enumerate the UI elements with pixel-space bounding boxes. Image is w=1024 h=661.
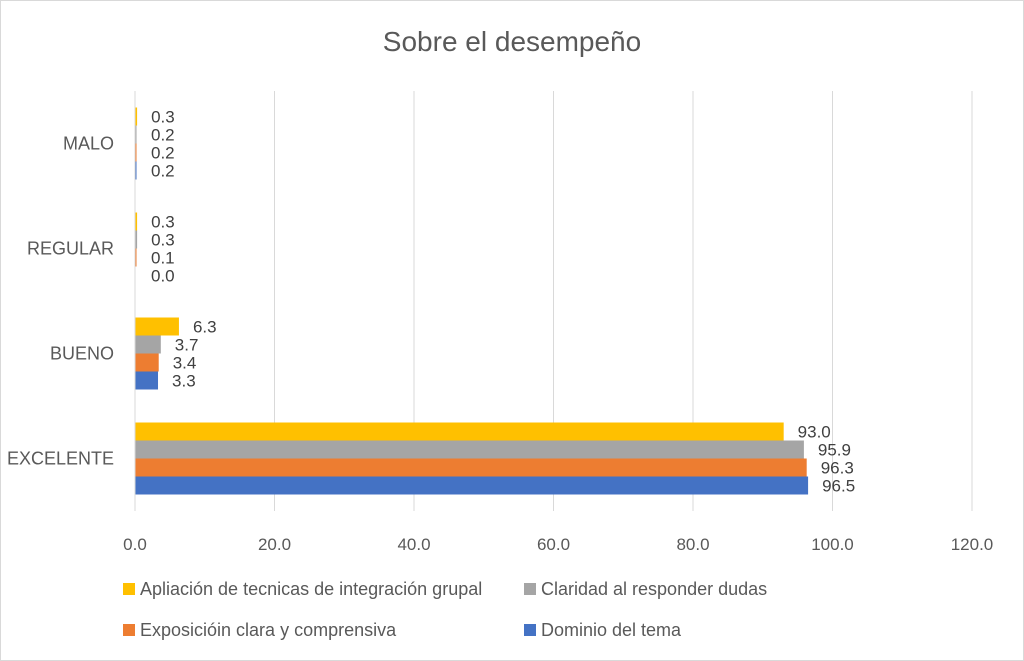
data-label: 6.3 xyxy=(193,318,217,337)
data-label: 0.3 xyxy=(151,213,175,232)
bar-claridad-al-responder-dudas-malo xyxy=(135,125,137,144)
x-tick-label: 40.0 xyxy=(397,535,430,554)
legend-swatch xyxy=(123,583,135,595)
data-label: 93.0 xyxy=(798,423,831,442)
legend-swatch xyxy=(524,624,536,636)
data-label: 95.9 xyxy=(818,441,851,460)
bar-apliacion-de-tecnicas-de-integracion-grupal-excelente xyxy=(135,422,784,441)
legend-label: Claridad al responder dudas xyxy=(541,579,767,599)
legend: Apliación de tecnicas de integración gru… xyxy=(123,579,767,640)
legend-label: Dominio del tema xyxy=(541,620,682,640)
data-label: 0.3 xyxy=(151,231,175,250)
x-tick-label: 60.0 xyxy=(537,535,570,554)
data-label: 0.2 xyxy=(151,162,175,181)
legend-swatch xyxy=(123,624,135,636)
bar-apliacion-de-tecnicas-de-integracion-grupal-bueno xyxy=(135,317,179,336)
data-labels: 96.596.395.993.03.33.43.76.30.00.10.30.3… xyxy=(151,108,855,496)
bar-claridad-al-responder-dudas-excelente xyxy=(135,440,804,459)
x-tick-label: 0.0 xyxy=(123,535,147,554)
bar-claridad-al-responder-dudas-regular xyxy=(135,230,138,249)
category-label: REGULAR xyxy=(27,239,114,259)
data-label: 0.2 xyxy=(151,126,175,145)
bar-dominio-del-tema-malo xyxy=(135,161,137,180)
bar-exposicioin-clara-y-comprensiva-bueno xyxy=(135,353,159,372)
x-tick-label: 100.0 xyxy=(811,535,854,554)
bar-apliacion-de-tecnicas-de-integracion-grupal-regular xyxy=(135,212,138,231)
bar-exposicioin-clara-y-comprensiva-malo xyxy=(135,143,137,162)
chart-title: Sobre el desempeño xyxy=(383,26,641,57)
x-tick-label: 80.0 xyxy=(676,535,709,554)
bars xyxy=(135,107,809,495)
data-label: 0.3 xyxy=(151,108,175,127)
legend-label: Apliación de tecnicas de integración gru… xyxy=(140,579,482,599)
data-label: 3.4 xyxy=(173,354,197,373)
bar-exposicioin-clara-y-comprensiva-excelente xyxy=(135,458,807,477)
data-label: 3.7 xyxy=(175,336,199,355)
bar-claridad-al-responder-dudas-bueno xyxy=(135,335,161,354)
data-label: 3.3 xyxy=(172,372,196,391)
axes: 0.0 20.0 40.0 60.0 80.0 100.0 120.0 EXCELENTE BU… xyxy=(7,91,993,554)
x-tick-label: 120.0 xyxy=(951,535,994,554)
bar-exposicioin-clara-y-comprensiva-regular xyxy=(135,248,137,267)
legend-label: Exposicióin clara y comprensiva xyxy=(140,620,397,640)
category-label: MALO xyxy=(63,134,114,154)
bar-dominio-del-tema-bueno xyxy=(135,371,159,390)
category-label: EXCELENTE xyxy=(7,449,114,469)
legend-swatch xyxy=(524,583,536,595)
data-label: 0.0 xyxy=(151,267,175,286)
data-label: 0.2 xyxy=(151,144,175,163)
category-label: BUENO xyxy=(50,344,114,364)
x-tick-label: 20.0 xyxy=(258,535,291,554)
data-label: 96.3 xyxy=(821,459,854,478)
bar-dominio-del-tema-excelente xyxy=(135,476,809,495)
bar-apliacion-de-tecnicas-de-integracion-grupal-malo xyxy=(135,107,138,126)
data-label: 96.5 xyxy=(822,477,855,496)
data-label: 0.1 xyxy=(151,249,175,268)
